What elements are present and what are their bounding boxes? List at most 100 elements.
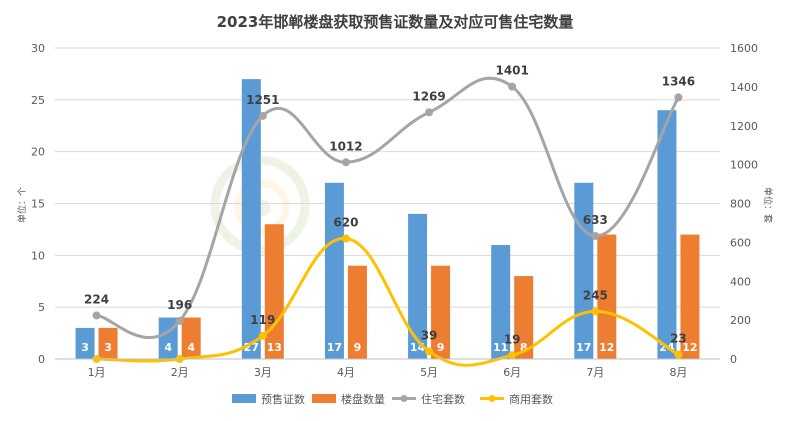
line-point: [175, 316, 184, 325]
bar-projects: [431, 265, 451, 359]
bar-data-label: 3: [104, 341, 112, 354]
line-data-label: 633: [583, 213, 608, 227]
line-point: [591, 307, 600, 316]
x-tick-label: 5月: [420, 366, 438, 379]
line-data-label: 23: [670, 332, 687, 346]
line-data-label: 224: [84, 292, 109, 306]
y-tick-right: 1200: [730, 120, 758, 133]
bar-series: 3 4 27 17 14 11 17 243 4 13 9 9 8 12 12: [75, 79, 700, 359]
legend-label: 住宅套数: [421, 392, 465, 406]
bar-data-label: 8: [520, 341, 528, 354]
bar-permits: [241, 79, 261, 359]
y-tick-left: 30: [31, 42, 45, 55]
line-data-label: 1012: [329, 139, 362, 153]
legend-swatch: [312, 394, 336, 403]
bar-data-label: 4: [187, 341, 195, 354]
y-tick-left: 15: [31, 198, 45, 211]
x-tick-label: 7月: [586, 366, 604, 379]
y-axis-left: 0 5 10 15 20 25 30: [31, 42, 45, 366]
bar-permits: [324, 182, 344, 359]
legend-marker: [488, 395, 496, 402]
bar-data-label: 3: [81, 341, 89, 354]
x-tick-label: 3月: [254, 366, 272, 379]
legend-label: 商用套数: [509, 392, 553, 406]
bar-permits: [491, 244, 511, 359]
line-point: [258, 111, 267, 120]
y-tick-left: 20: [31, 146, 45, 159]
y-tick-right: 1000: [730, 159, 758, 172]
y-tick-right: 1400: [730, 81, 758, 94]
line-point: [341, 234, 350, 243]
line-point: [591, 231, 600, 240]
bar-projects: [514, 276, 534, 359]
bar-data-label: 17: [327, 341, 342, 354]
line-point: [425, 347, 434, 356]
legend-marker: [400, 395, 408, 402]
line-point: [674, 350, 683, 359]
bar-projects: [347, 265, 367, 359]
y-tick-right: 200: [730, 314, 751, 327]
bar-data-label: 9: [437, 341, 445, 354]
line-data-label: 1346: [662, 74, 695, 88]
bar-projects: [597, 234, 617, 359]
bar-permits: [408, 213, 428, 359]
line-commercial-units: [96, 236, 680, 367]
y-axis-right: 0 200 400 600 800 1000 1200 1400 1600: [730, 42, 758, 366]
line-point: [92, 311, 101, 320]
y-tick-left: 5: [38, 301, 45, 314]
bar-data-label: 4: [164, 341, 172, 354]
bar-data-label: 9: [354, 341, 362, 354]
bar-data-label: 12: [682, 341, 697, 354]
chart-title: 2023年邯郸楼盘获取预售证数量及对应可售住宅数量: [217, 13, 574, 31]
legend-label: 预售证数: [261, 392, 305, 406]
y-tick-left: 25: [31, 94, 45, 107]
line-point: [674, 93, 683, 102]
x-tick-label: 1月: [88, 366, 106, 379]
bar-data-label: 17: [576, 341, 591, 354]
y-tick-left: 10: [31, 249, 45, 262]
line-point: [508, 351, 517, 360]
line-data-label: 196: [167, 298, 192, 312]
line-data-label: 1269: [412, 89, 445, 103]
line-point: [508, 82, 517, 91]
line-data-label: 620: [333, 215, 358, 229]
line-data-label: 1401: [495, 64, 528, 78]
bar-permits: [574, 182, 594, 359]
line-residential-units: [96, 76, 680, 339]
bar-data-label: 13: [267, 341, 282, 354]
y-tick-right: 1600: [730, 42, 758, 55]
y-axis-left-label: 单位：个: [16, 187, 28, 223]
y-tick-right: 0: [730, 353, 737, 366]
line-data-label: 245: [583, 288, 608, 302]
y-axis-right-label: 单位：套: [762, 187, 774, 223]
gridlines: [55, 47, 720, 360]
bar-projects: [98, 327, 118, 359]
line-data-label: 19: [504, 332, 521, 346]
bar-permits: [657, 110, 677, 359]
bar-projects: [680, 234, 700, 359]
x-tick-label: 6月: [503, 366, 521, 379]
x-tick-label: 2月: [171, 366, 189, 379]
x-tick-label: 8月: [669, 366, 687, 379]
bar-projects: [181, 317, 201, 359]
bar-data-label: 12: [599, 341, 614, 354]
legend-label: 楼盘数量: [341, 392, 385, 406]
y-tick-right: 600: [730, 236, 751, 249]
line-data-label: 39: [421, 328, 438, 342]
y-tick-left: 0: [38, 353, 45, 366]
line-point: [341, 158, 350, 167]
x-tick-label: 4月: [337, 366, 355, 379]
line-point: [258, 331, 267, 340]
line-data-label: 119: [250, 313, 275, 327]
legend-swatch: [232, 394, 256, 403]
bar-data-label: 11: [493, 341, 508, 354]
y-tick-right: 400: [730, 275, 751, 288]
x-axis: 1月 2月 3月 4月 5月 6月 7月 8月: [55, 358, 720, 379]
bar-projects: [264, 224, 284, 359]
line-point: [425, 108, 434, 117]
line-data-label: 1251: [246, 93, 279, 107]
bar-permits: [75, 327, 95, 359]
